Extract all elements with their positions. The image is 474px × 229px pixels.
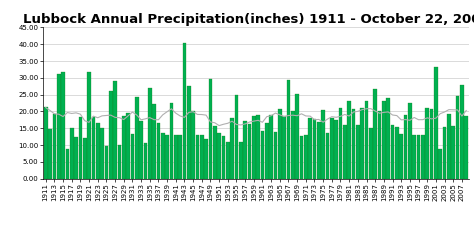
Bar bbox=[434, 67, 438, 179]
Bar bbox=[308, 118, 312, 179]
Bar bbox=[408, 103, 412, 179]
Bar bbox=[404, 115, 407, 179]
Bar bbox=[369, 128, 373, 179]
Title: Lubbock Annual Precipitation(inches) 1911 - October 22, 2008: Lubbock Annual Precipitation(inches) 191… bbox=[23, 13, 474, 26]
Bar bbox=[313, 119, 316, 179]
Bar bbox=[135, 97, 138, 179]
Bar bbox=[105, 146, 108, 179]
Bar bbox=[300, 136, 303, 179]
Bar bbox=[187, 86, 191, 179]
Bar bbox=[230, 118, 234, 179]
Bar bbox=[256, 115, 260, 179]
Bar bbox=[356, 125, 360, 179]
Bar bbox=[352, 109, 356, 179]
Bar bbox=[451, 125, 455, 179]
Bar bbox=[144, 143, 147, 179]
Bar bbox=[460, 85, 464, 179]
Bar bbox=[304, 135, 308, 179]
Bar bbox=[421, 135, 425, 179]
Bar bbox=[178, 135, 182, 179]
Bar bbox=[165, 135, 169, 179]
Bar bbox=[139, 120, 143, 179]
Bar bbox=[122, 117, 126, 179]
Bar bbox=[425, 108, 429, 179]
Bar bbox=[291, 111, 295, 179]
Bar bbox=[226, 142, 229, 179]
Bar bbox=[61, 73, 65, 179]
Bar bbox=[91, 117, 95, 179]
Bar bbox=[360, 108, 364, 179]
Bar bbox=[109, 91, 112, 179]
Bar bbox=[222, 136, 225, 179]
Bar bbox=[70, 128, 73, 179]
Bar bbox=[44, 107, 47, 179]
Bar bbox=[217, 133, 221, 179]
Bar bbox=[456, 96, 459, 179]
Bar bbox=[113, 81, 117, 179]
Bar bbox=[148, 88, 152, 179]
Bar bbox=[87, 73, 91, 179]
Bar bbox=[83, 138, 87, 179]
Bar bbox=[417, 135, 420, 179]
Bar bbox=[191, 111, 195, 179]
Bar bbox=[295, 94, 299, 179]
Bar bbox=[213, 126, 217, 179]
Bar bbox=[347, 101, 351, 179]
Bar bbox=[100, 128, 104, 179]
Bar bbox=[174, 135, 178, 179]
Bar bbox=[374, 89, 377, 179]
Bar bbox=[261, 131, 264, 179]
Bar bbox=[400, 134, 403, 179]
Bar bbox=[130, 134, 134, 179]
Bar bbox=[156, 123, 160, 179]
Bar bbox=[265, 123, 269, 179]
Bar bbox=[330, 118, 334, 179]
Bar bbox=[317, 122, 321, 179]
Bar bbox=[273, 132, 277, 179]
Bar bbox=[278, 109, 282, 179]
Bar bbox=[412, 135, 416, 179]
Bar bbox=[378, 111, 382, 179]
Bar bbox=[170, 103, 173, 179]
Bar bbox=[343, 125, 346, 179]
Bar bbox=[161, 133, 164, 179]
Bar bbox=[326, 133, 329, 179]
Bar bbox=[182, 43, 186, 179]
Bar bbox=[204, 139, 208, 179]
Bar bbox=[443, 127, 447, 179]
Bar bbox=[269, 115, 273, 179]
Bar bbox=[79, 117, 82, 179]
Bar bbox=[365, 101, 368, 179]
Bar bbox=[438, 149, 442, 179]
Bar bbox=[96, 123, 100, 179]
Bar bbox=[65, 149, 69, 179]
Bar bbox=[386, 98, 390, 179]
Bar bbox=[118, 145, 121, 179]
Bar bbox=[395, 127, 399, 179]
Bar bbox=[465, 116, 468, 179]
Bar bbox=[196, 135, 199, 179]
Bar bbox=[57, 74, 61, 179]
Bar bbox=[382, 101, 386, 179]
Bar bbox=[391, 125, 394, 179]
Bar bbox=[53, 114, 56, 179]
Bar bbox=[252, 117, 255, 179]
Bar bbox=[200, 135, 204, 179]
Bar bbox=[338, 108, 342, 179]
Bar bbox=[287, 80, 290, 179]
Bar bbox=[209, 79, 212, 179]
Bar bbox=[152, 104, 156, 179]
Bar bbox=[243, 121, 247, 179]
Bar bbox=[334, 120, 338, 179]
Bar bbox=[235, 95, 238, 179]
Bar bbox=[430, 109, 433, 179]
Bar bbox=[126, 113, 130, 179]
Bar bbox=[321, 110, 325, 179]
Bar bbox=[48, 129, 52, 179]
Bar bbox=[447, 114, 451, 179]
Bar bbox=[74, 137, 78, 179]
Bar bbox=[283, 117, 286, 179]
Bar bbox=[247, 124, 251, 179]
Bar bbox=[239, 142, 243, 179]
